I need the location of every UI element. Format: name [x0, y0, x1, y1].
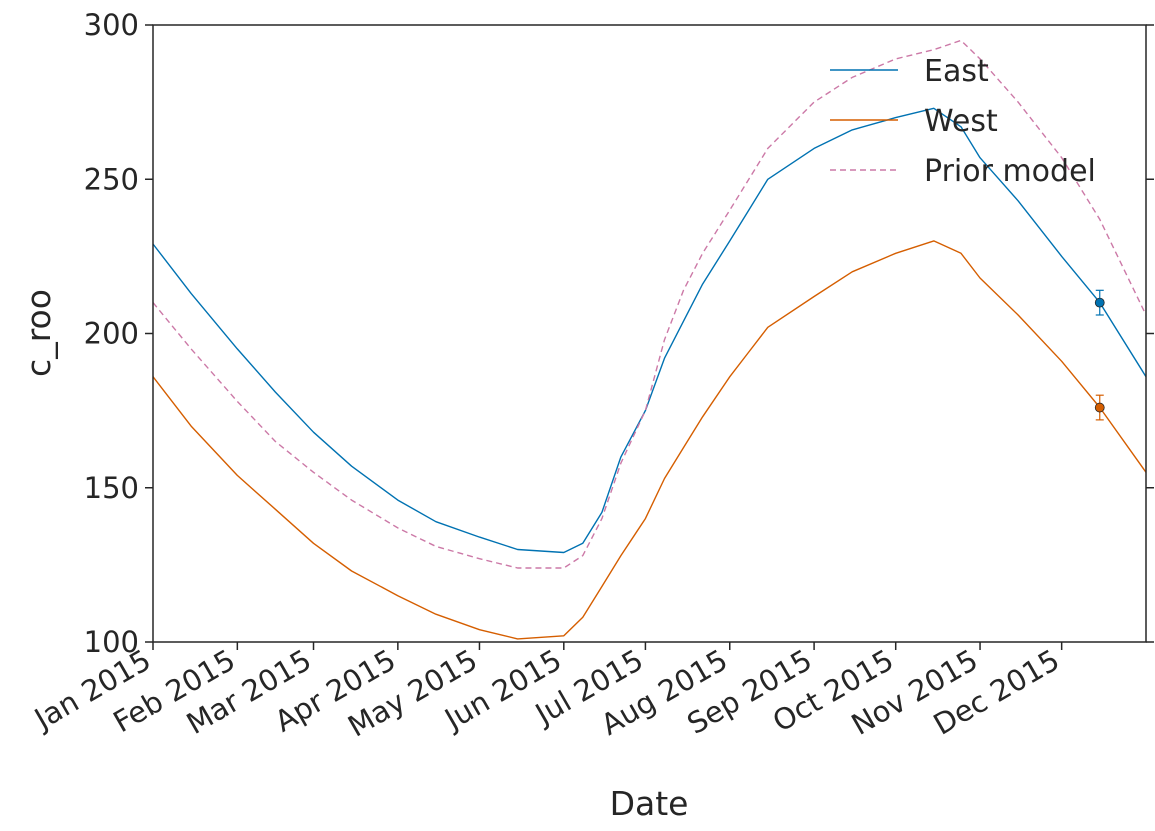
- y-axis: 100 150 200 250 300: [84, 8, 1154, 659]
- y-tick-label: 250: [84, 162, 139, 196]
- legend-label: West: [924, 104, 998, 139]
- series-line-west: [152, 240, 1147, 640]
- y-axis-label: c_roo: [19, 289, 58, 377]
- y-tick-label: 150: [84, 471, 139, 505]
- legend: East West Prior model: [830, 54, 1096, 189]
- series-layer: [152, 39, 1147, 640]
- error-point-west: [1094, 394, 1105, 421]
- data-point: [1094, 297, 1105, 308]
- data-point: [1094, 402, 1105, 413]
- series-line-prior-model: [152, 39, 1147, 569]
- y-tick-label: 100: [84, 625, 139, 659]
- legend-entry-west: West: [830, 104, 998, 139]
- plot-area: [153, 25, 1146, 642]
- legend-entry-east: East: [830, 54, 989, 89]
- legend-label: Prior model: [924, 154, 1096, 189]
- error-point-east: [1094, 289, 1105, 316]
- errorbar-layer: [1094, 289, 1105, 421]
- legend-label: East: [924, 54, 989, 89]
- legend-entry-prior-model: Prior model: [830, 154, 1096, 189]
- y-tick-label: 200: [84, 317, 139, 351]
- y-tick-label: 300: [84, 8, 139, 42]
- x-axis-label: Date: [610, 784, 689, 823]
- series-line-east: [152, 107, 1147, 554]
